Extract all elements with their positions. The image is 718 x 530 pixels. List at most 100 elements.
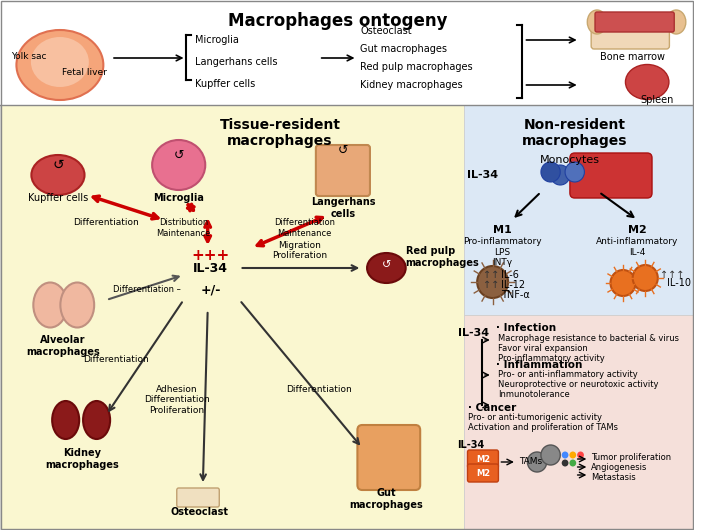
- FancyBboxPatch shape: [591, 15, 669, 49]
- Text: Differentiation –: Differentiation –: [113, 286, 181, 295]
- Ellipse shape: [83, 401, 110, 439]
- Text: Osteoclast: Osteoclast: [171, 507, 229, 517]
- Ellipse shape: [625, 65, 669, 100]
- Ellipse shape: [52, 401, 79, 439]
- Text: Angiogenesis: Angiogenesis: [591, 463, 648, 472]
- Text: M1: M1: [493, 225, 512, 235]
- Text: Tissue-resident
macrophages: Tissue-resident macrophages: [220, 118, 340, 148]
- Text: Microglia: Microglia: [195, 35, 239, 45]
- FancyBboxPatch shape: [316, 145, 370, 196]
- Text: Spleen: Spleen: [640, 95, 673, 105]
- Text: Differentiation: Differentiation: [286, 385, 352, 394]
- Text: Bone marrow: Bone marrow: [600, 52, 665, 62]
- Text: Inmunotolerance: Inmunotolerance: [498, 390, 570, 399]
- Text: Red pulp macrophages: Red pulp macrophages: [360, 62, 473, 72]
- FancyBboxPatch shape: [570, 153, 652, 198]
- Text: Gut
macrophages: Gut macrophages: [350, 488, 423, 510]
- FancyBboxPatch shape: [177, 488, 219, 507]
- Text: Macrophages ontogeny: Macrophages ontogeny: [228, 12, 448, 30]
- FancyBboxPatch shape: [0, 0, 694, 105]
- Text: Distribution
Maintenance: Distribution Maintenance: [157, 218, 210, 237]
- Text: ↑↑: ↑↑: [483, 270, 500, 280]
- Circle shape: [610, 270, 635, 296]
- FancyBboxPatch shape: [467, 464, 498, 482]
- Text: · Infection: · Infection: [496, 323, 556, 333]
- Text: Red pulp
macrophages: Red pulp macrophages: [406, 246, 480, 268]
- Text: · Cancer: · Cancer: [468, 403, 517, 413]
- Text: IL-34: IL-34: [458, 328, 489, 338]
- Text: Differentiation: Differentiation: [83, 356, 149, 365]
- Text: ↺: ↺: [174, 148, 184, 162]
- Text: Migration
Proliferation: Migration Proliferation: [272, 241, 327, 260]
- Text: IL-4: IL-4: [630, 248, 645, 257]
- Ellipse shape: [587, 10, 607, 34]
- Circle shape: [528, 452, 546, 472]
- Text: ↺: ↺: [52, 158, 64, 172]
- Text: Neuroprotective or neurotoxic activity: Neuroprotective or neurotoxic activity: [498, 380, 659, 389]
- Text: Langerhans cells: Langerhans cells: [195, 57, 278, 67]
- Text: ↺: ↺: [337, 144, 348, 156]
- Text: TAMs: TAMs: [518, 457, 542, 466]
- Circle shape: [633, 265, 658, 291]
- Text: Anti-inflammatory: Anti-inflammatory: [597, 237, 679, 246]
- Text: ↺: ↺: [382, 260, 391, 270]
- Text: Macrophage resistance to bacterial & virus: Macrophage resistance to bacterial & vir…: [498, 334, 679, 343]
- Text: Yolk sac: Yolk sac: [11, 52, 47, 61]
- Ellipse shape: [33, 282, 67, 328]
- Circle shape: [565, 162, 584, 182]
- Text: +/-: +/-: [200, 284, 220, 296]
- Text: Kidney
macrophages: Kidney macrophages: [45, 448, 119, 470]
- Ellipse shape: [60, 282, 94, 328]
- Text: Activation and proliferation of TAMs: Activation and proliferation of TAMs: [468, 423, 618, 432]
- Text: M2: M2: [628, 225, 647, 235]
- Text: IL-6: IL-6: [501, 270, 519, 280]
- Text: Differentiation: Differentiation: [73, 218, 139, 227]
- FancyBboxPatch shape: [358, 425, 420, 490]
- Text: IL-34: IL-34: [467, 170, 498, 180]
- Text: IL-34: IL-34: [457, 440, 484, 450]
- Text: Fetal liver: Fetal liver: [62, 68, 106, 77]
- Text: Metastasis: Metastasis: [591, 473, 636, 482]
- Text: TNF-α: TNF-α: [501, 290, 530, 300]
- Text: Osteoclast: Osteoclast: [360, 26, 412, 36]
- Text: IL-12: IL-12: [501, 280, 526, 290]
- Text: Tumor proliferation: Tumor proliferation: [591, 453, 671, 462]
- Ellipse shape: [17, 30, 103, 100]
- Circle shape: [561, 460, 569, 466]
- Text: Non-resident
macrophages: Non-resident macrophages: [522, 118, 628, 148]
- Ellipse shape: [666, 10, 686, 34]
- FancyBboxPatch shape: [467, 450, 498, 468]
- Circle shape: [569, 452, 576, 458]
- Text: Pro-inflammatory activity: Pro-inflammatory activity: [498, 354, 605, 363]
- Ellipse shape: [152, 140, 205, 190]
- Text: Microglia: Microglia: [153, 193, 204, 203]
- Circle shape: [541, 162, 560, 182]
- Text: INTγ: INTγ: [493, 258, 513, 267]
- Text: LPS: LPS: [494, 248, 510, 257]
- FancyBboxPatch shape: [464, 315, 694, 530]
- FancyBboxPatch shape: [595, 12, 674, 32]
- Text: ↑↑: ↑↑: [483, 280, 500, 290]
- Circle shape: [561, 452, 569, 458]
- Text: Favor viral expansion: Favor viral expansion: [498, 344, 588, 353]
- Circle shape: [477, 266, 508, 298]
- Circle shape: [541, 445, 560, 465]
- Text: Pro- or anti-tumorigenic activity: Pro- or anti-tumorigenic activity: [468, 413, 602, 422]
- Text: M2: M2: [476, 455, 490, 464]
- Text: Pro-inflammatory: Pro-inflammatory: [463, 237, 541, 246]
- Ellipse shape: [31, 37, 89, 87]
- Ellipse shape: [367, 253, 406, 283]
- FancyBboxPatch shape: [464, 105, 694, 315]
- Ellipse shape: [32, 155, 85, 195]
- Text: Kupffer cells: Kupffer cells: [195, 79, 256, 89]
- Text: ↑↑↑: ↑↑↑: [660, 270, 684, 280]
- Text: Differentiation
Maintenance: Differentiation Maintenance: [274, 218, 335, 237]
- Text: IL-34: IL-34: [193, 261, 228, 275]
- FancyBboxPatch shape: [0, 105, 464, 530]
- Text: Langerhans
cells: Langerhans cells: [311, 197, 376, 218]
- Text: Monocytes: Monocytes: [540, 155, 600, 165]
- Text: Kupffer cells: Kupffer cells: [28, 193, 88, 203]
- Text: M2: M2: [476, 469, 490, 478]
- Text: IL-10: IL-10: [666, 278, 691, 288]
- Circle shape: [551, 165, 570, 185]
